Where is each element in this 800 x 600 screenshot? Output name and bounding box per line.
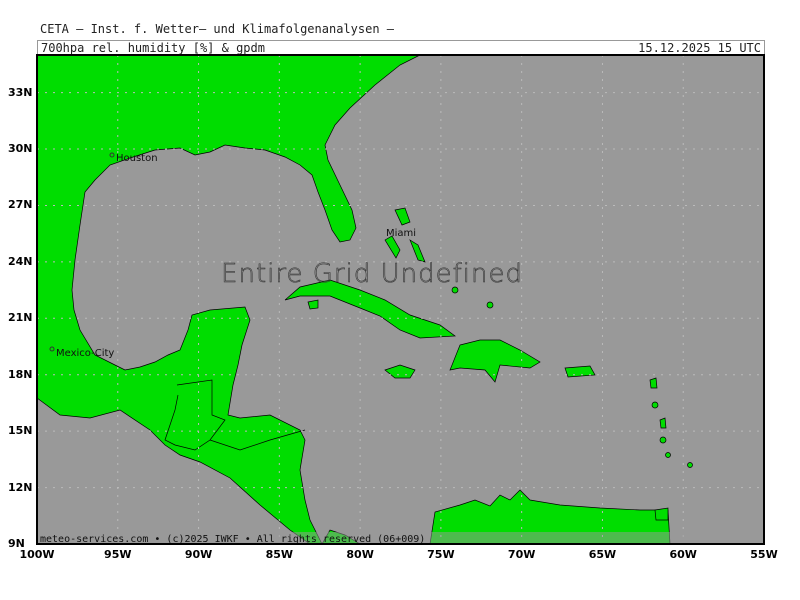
copyright-footer: meteo-services.com • (c)2025 IWKF • All … — [40, 534, 425, 545]
lon-label: 55W — [750, 548, 778, 561]
lon-label: 70W — [507, 548, 536, 561]
lon-label: 85W — [265, 548, 294, 561]
lesser-antilles-isle — [687, 462, 693, 468]
lon-label: 65W — [588, 548, 617, 561]
lon-label: 95W — [104, 548, 132, 561]
city-labels: Houston Miami Mexico-City — [49, 152, 416, 359]
valid-time: 15.12.2025 15 UTC — [638, 41, 761, 55]
footer-band — [37, 532, 764, 544]
weather-map: Houston Miami Mexico-City Entire Grid Un… — [36, 54, 765, 545]
lat-label: 24N — [8, 254, 33, 268]
bahamas-eleuthera — [409, 239, 426, 263]
header-title: CETA – Inst. f. Wetter– und Klimafolgena… — [40, 22, 395, 36]
martinique — [659, 417, 667, 429]
map-frame — [36, 54, 765, 545]
lesser-antilles-isle — [651, 401, 659, 409]
bahamas-abaco — [394, 207, 411, 226]
overlay-message: Entire Grid Undefined — [221, 259, 523, 289]
lat-label: 30N — [8, 142, 33, 156]
lon-label: 80W — [346, 548, 374, 561]
honduras-border — [209, 429, 306, 451]
graticule — [37, 55, 764, 544]
bahamas-isle — [451, 286, 459, 294]
lon-label: 60W — [669, 548, 697, 561]
andros — [384, 235, 401, 259]
bahamas-isle — [486, 301, 494, 309]
lat-label: 18N — [8, 367, 33, 381]
city-mexico-city: Mexico-City — [56, 348, 114, 359]
lat-label: 12N — [8, 480, 33, 494]
lat-label: 27N — [8, 198, 33, 212]
lesser-antilles-isle — [665, 452, 671, 458]
guadeloupe — [649, 377, 658, 389]
trinidad — [654, 507, 669, 521]
lon-label: 75W — [427, 548, 455, 561]
lesser-antilles-isle — [659, 436, 667, 444]
city-marker — [49, 346, 55, 352]
city-houston: Houston — [116, 153, 158, 164]
jamaica — [384, 364, 416, 379]
puerto-rico — [564, 365, 596, 378]
isle-of-youth — [307, 299, 319, 310]
lon-label: 90W — [184, 548, 213, 561]
lat-label: 33N — [8, 85, 33, 99]
parameter-label: 700hpa_rel._humidity_[%]_&_gpdm — [41, 41, 265, 55]
lon-label: 100W — [19, 548, 55, 561]
lat-label: 9N — [8, 537, 25, 550]
borders — [164, 379, 306, 451]
lat-label: 15N — [8, 424, 33, 438]
land — [36, 54, 693, 545]
city-miami: Miami — [386, 228, 416, 239]
lat-label: 21N — [8, 311, 33, 325]
cuba — [284, 279, 456, 339]
guatemala-border — [164, 379, 226, 451]
city-marker — [109, 152, 115, 158]
hispaniola — [449, 339, 541, 383]
